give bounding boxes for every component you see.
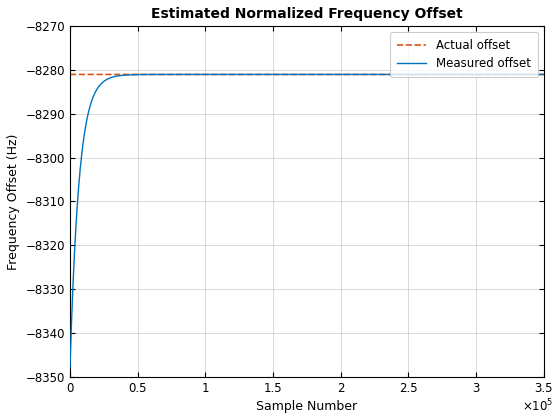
Actual offset <box>416 72 422 77</box>
Measured offset <box>540 72 547 77</box>
Measured offset <box>67 365 73 370</box>
Measured offset <box>242 72 249 77</box>
Measured offset <box>511 72 518 77</box>
Measured offset <box>356 72 362 77</box>
Measured offset <box>355 72 362 77</box>
Actual offset <box>356 72 362 77</box>
Actual offset <box>511 72 518 77</box>
Actual offset <box>465 72 472 77</box>
Measured offset <box>463 72 470 77</box>
Actual offset <box>242 72 249 77</box>
Title: Estimated Normalized Frequency Offset: Estimated Normalized Frequency Offset <box>151 7 463 21</box>
Measured offset <box>416 72 422 77</box>
Measured offset <box>465 72 472 77</box>
Line: Measured offset: Measured offset <box>70 74 544 368</box>
Text: $\times10^5$: $\times10^5$ <box>522 398 553 414</box>
Actual offset <box>540 72 547 77</box>
Y-axis label: Frequency Offset (Hz): Frequency Offset (Hz) <box>7 133 20 270</box>
X-axis label: Sample Number: Sample Number <box>256 400 357 413</box>
Actual offset <box>67 72 73 77</box>
Legend: Actual offset, Measured offset: Actual offset, Measured offset <box>390 32 538 77</box>
Actual offset <box>463 72 470 77</box>
